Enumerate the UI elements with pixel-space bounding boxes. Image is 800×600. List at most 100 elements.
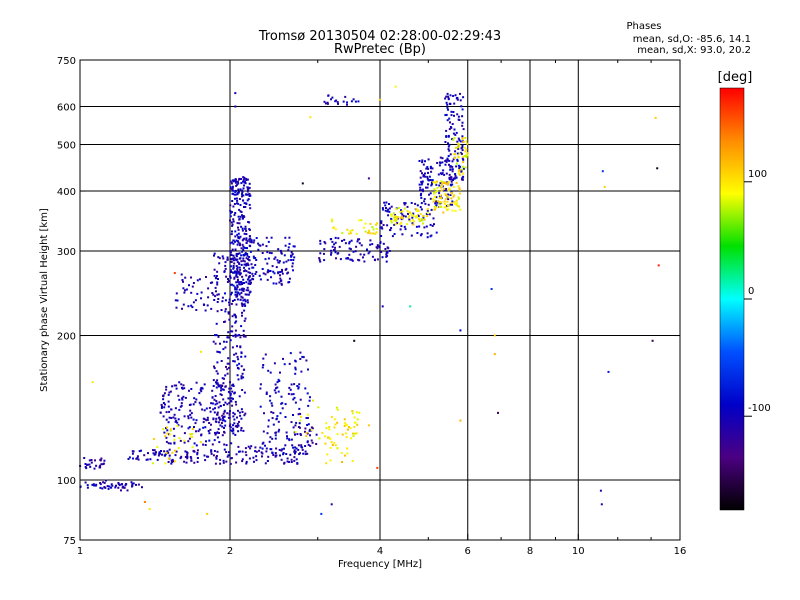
data-point xyxy=(231,224,234,227)
data-point xyxy=(255,450,258,453)
data-point xyxy=(379,226,382,229)
data-point xyxy=(241,239,244,242)
data-point xyxy=(403,207,406,210)
data-point xyxy=(654,116,657,119)
data-point xyxy=(295,458,298,461)
data-point xyxy=(434,182,437,185)
data-point xyxy=(288,362,291,365)
data-point xyxy=(444,97,447,100)
data-point xyxy=(244,182,247,185)
data-point xyxy=(341,239,343,242)
data-point xyxy=(230,271,233,273)
data-point xyxy=(200,350,203,353)
data-point xyxy=(420,219,423,222)
data-point xyxy=(449,203,452,206)
data-point xyxy=(187,427,190,430)
data-point xyxy=(448,117,451,120)
data-point xyxy=(461,157,464,160)
data-point xyxy=(656,167,659,170)
data-point xyxy=(265,450,268,453)
data-point xyxy=(254,450,257,453)
data-point xyxy=(86,486,89,489)
data-point xyxy=(458,167,461,170)
data-point xyxy=(212,417,215,420)
data-point xyxy=(165,388,168,391)
data-point xyxy=(231,315,234,318)
data-point xyxy=(465,154,468,157)
data-point xyxy=(189,403,192,406)
data-point xyxy=(202,421,205,424)
data-point xyxy=(324,242,327,245)
data-point xyxy=(447,155,450,157)
data-point xyxy=(431,179,434,182)
data-point xyxy=(404,228,407,231)
data-point xyxy=(183,387,186,390)
data-point xyxy=(170,459,173,462)
data-point xyxy=(241,389,244,391)
data-point xyxy=(228,391,231,394)
data-point xyxy=(213,365,215,368)
data-point xyxy=(255,259,258,261)
data-point xyxy=(434,190,437,193)
data-point xyxy=(242,187,245,190)
data-point xyxy=(216,281,219,284)
data-point xyxy=(233,418,236,421)
data-point xyxy=(308,399,311,402)
data-point xyxy=(431,182,433,185)
data-point xyxy=(206,304,209,307)
data-point xyxy=(315,443,318,445)
data-point xyxy=(304,427,307,430)
data-point xyxy=(390,205,393,208)
data-point xyxy=(226,258,229,261)
data-point xyxy=(353,425,356,428)
data-point xyxy=(228,301,230,304)
data-point xyxy=(212,293,215,296)
data-point xyxy=(334,423,337,426)
data-point xyxy=(196,449,199,452)
data-point xyxy=(337,237,340,240)
data-point xyxy=(331,240,334,243)
data-point xyxy=(231,223,234,226)
data-point xyxy=(426,177,429,180)
data-point xyxy=(232,189,235,192)
data-point xyxy=(255,459,258,462)
data-point xyxy=(449,153,452,156)
data-point xyxy=(412,219,414,222)
data-point xyxy=(247,271,250,274)
data-point xyxy=(368,230,370,233)
data-point xyxy=(216,301,219,303)
data-point xyxy=(234,197,236,200)
data-point xyxy=(422,216,425,219)
data-point xyxy=(448,176,451,179)
data-point xyxy=(240,365,243,368)
data-point xyxy=(292,245,295,248)
data-point xyxy=(599,489,602,492)
data-point xyxy=(226,368,229,371)
data-point xyxy=(185,451,188,454)
data-point xyxy=(130,481,133,484)
data-point xyxy=(224,320,227,323)
data-point xyxy=(236,233,239,236)
data-point xyxy=(275,282,278,285)
data-point xyxy=(294,452,296,455)
data-point xyxy=(312,399,314,402)
data-point xyxy=(245,179,248,181)
data-point xyxy=(247,258,249,261)
data-point xyxy=(242,176,245,179)
data-point xyxy=(196,279,199,282)
data-point xyxy=(409,220,412,223)
data-point xyxy=(206,455,208,458)
data-point xyxy=(272,282,275,285)
data-point xyxy=(280,279,283,282)
data-point xyxy=(179,457,182,460)
data-point xyxy=(232,239,235,242)
data-point xyxy=(445,129,448,132)
data-point xyxy=(451,138,454,141)
data-point xyxy=(188,284,190,287)
data-point xyxy=(336,447,339,450)
data-point xyxy=(458,188,461,191)
data-point xyxy=(230,302,233,305)
data-point xyxy=(341,433,344,436)
data-point xyxy=(242,215,245,217)
data-point xyxy=(175,384,178,387)
